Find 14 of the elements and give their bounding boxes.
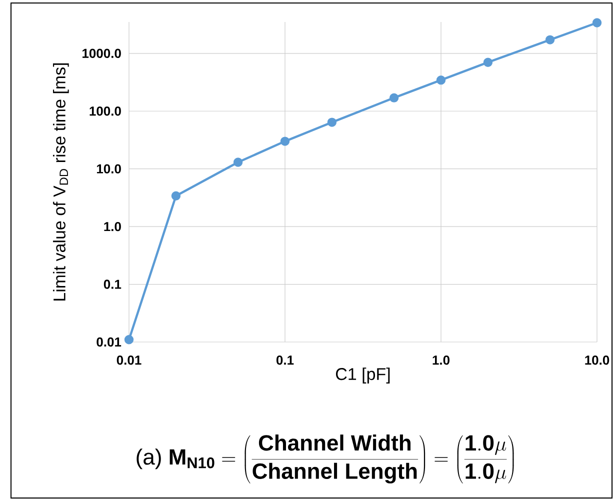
- y-tick-label: 1000.0: [82, 48, 121, 58]
- y-tick-label: 0.1: [104, 280, 122, 289]
- y-tick-label: 0.01: [96, 337, 122, 347]
- x-tick-label: 0.01: [116, 356, 142, 365]
- y-axis-title: Limit value of V$_{DD}$ rise time [ms]: [52, 63, 69, 300]
- y-tick-label: 1.0: [104, 222, 121, 232]
- x-axis-title: C1 [pF]: [336, 368, 390, 384]
- text: $\mathbf{M_{N10}} = \left(\frac{\textbf{Channel Width}}{\textbf{Channel Length}}\right) = \left(\frac{\mathbf{1.0\mu}}{\mathbf{1.0\mu}}\right)$: [170, 434, 514, 484]
- y-tick-label: 100.0: [90, 106, 121, 116]
- y-tick-label: 10.0: [96, 164, 121, 174]
- x-tick-label: 0.1: [276, 356, 294, 365]
- x-tick-label: 10.0: [585, 356, 610, 365]
- x-tick-label: 1.0: [432, 356, 450, 365]
- text: (a): [136, 448, 161, 470]
